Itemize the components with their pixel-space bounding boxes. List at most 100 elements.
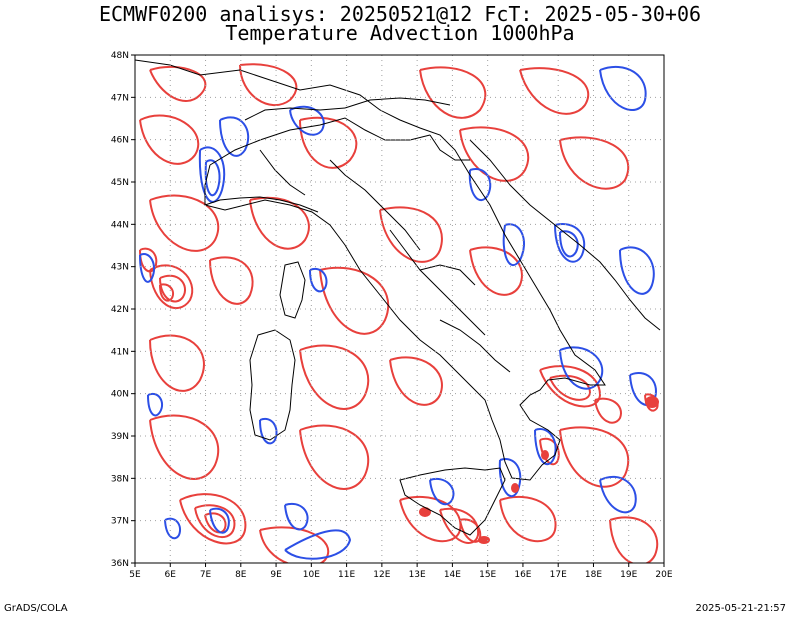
contour-warm: [299, 344, 370, 410]
contour-cold: [259, 417, 278, 445]
border-austria: [344, 97, 451, 109]
render-timestamp: 2025-05-21-21:57: [695, 603, 786, 614]
contour-cold: [309, 267, 328, 293]
contour-cold: [559, 346, 604, 390]
y-tick-label: 37N: [111, 517, 129, 527]
border-switzerland: [244, 107, 346, 121]
x-tick-label: 10E: [303, 570, 320, 580]
coastline-sardinia: [249, 329, 296, 441]
y-tick-label: 48N: [111, 51, 129, 61]
contour-warm: [389, 356, 443, 406]
x-tick-label: 9E: [270, 570, 282, 580]
cold-advection-contours: [139, 65, 657, 560]
contour-warm: [149, 65, 207, 102]
contour-warm: [179, 493, 247, 545]
contour-warm: [149, 194, 220, 252]
contour-warm: [149, 414, 220, 480]
y-tick-label: 39N: [111, 432, 129, 442]
contour-warm: [499, 495, 557, 543]
contour-warm: [194, 504, 236, 539]
contour-cold: [599, 65, 647, 111]
contour-cold: [554, 223, 585, 263]
contour-cold: [289, 105, 325, 136]
x-tick-label: 13E: [409, 570, 426, 580]
y-tick-label: 45N: [111, 178, 129, 188]
contour-warm: [609, 516, 659, 563]
contour-warm: [299, 116, 358, 169]
contour-cold: [209, 507, 230, 534]
y-tick-label: 44N: [111, 220, 129, 230]
x-tick-label: 15E: [479, 570, 496, 580]
contour-cold: [559, 230, 579, 258]
contour-cold: [147, 392, 164, 417]
contour-warm: [539, 365, 602, 408]
contour-cold: [619, 246, 655, 295]
contour-warm: [204, 512, 227, 534]
x-tick-label: 14E: [444, 570, 461, 580]
warm-core: [541, 450, 549, 460]
x-tick-label: 19E: [620, 570, 637, 580]
contour-cold: [219, 116, 250, 157]
contour-cold: [599, 475, 637, 514]
contour-cold: [198, 146, 226, 203]
border-regions-d: [419, 264, 476, 286]
x-tick-label: 16E: [514, 570, 531, 580]
contour-warm: [559, 426, 630, 488]
y-tick-label: 41N: [111, 347, 129, 357]
chart-subtitle: Temperature Advection 1000hPa: [225, 21, 575, 45]
x-tick-label: 6E: [165, 570, 177, 580]
y-tick-label: 36N: [111, 559, 129, 569]
contour-warm: [299, 424, 370, 490]
chart-title: ECMWF0200 analisys: 20250521@12 FcT: 202…: [98, 2, 702, 26]
contour-warm: [439, 507, 480, 544]
x-tick-label: 12E: [373, 570, 390, 580]
contour-warm: [379, 206, 443, 263]
border-regions-e: [439, 319, 511, 373]
border-slovenia: [429, 134, 470, 161]
contour-cold: [502, 223, 525, 267]
x-tick-label: 11E: [338, 570, 355, 580]
contour-warm: [149, 334, 205, 392]
y-tick-label: 43N: [111, 263, 129, 273]
contour-warm: [139, 114, 200, 165]
advection-contours: [139, 63, 659, 563]
contour-cold: [164, 517, 181, 540]
coastline-mainland-west: [135, 59, 606, 481]
coastline-sicily: [399, 467, 506, 536]
coastline-ligurian: [204, 196, 319, 213]
contour-warm: [159, 274, 186, 303]
contour-warm: [559, 136, 630, 190]
graticule: [135, 55, 664, 563]
x-tick-label: 5E: [129, 570, 141, 580]
contour-cold: [139, 253, 156, 283]
contour-warm: [459, 126, 530, 182]
y-axis: 36N 37N 38N 39N 40N 41N 42N 43N 44N 45N 46N 47N 48N: [111, 51, 135, 569]
contour-warm: [519, 67, 590, 115]
x-tick-label: 20E: [655, 570, 672, 580]
warm-core: [511, 483, 519, 493]
contour-cold: [534, 428, 557, 466]
contour-warm: [239, 63, 298, 106]
x-axis: 5E 6E 7E 8E 9E 10E 11E 12E 13E 14E 15E 16E 17E 18E 19E…: [129, 563, 673, 580]
x-tick-label: 8E: [235, 570, 247, 580]
map-frame: [134, 54, 665, 564]
contour-warm: [209, 256, 254, 305]
software-credit: GrADS/COLA: [4, 603, 68, 614]
warm-core: [419, 507, 431, 517]
y-tick-label: 40N: [111, 390, 129, 400]
contour-warm: [249, 196, 310, 250]
border-regions-c: [389, 229, 486, 336]
contour-warm: [594, 397, 622, 424]
y-tick-label: 42N: [111, 305, 129, 315]
x-tick-label: 17E: [550, 570, 567, 580]
coastlines: [135, 59, 661, 536]
contour-warm: [149, 264, 194, 310]
contour-warm: [469, 246, 523, 296]
x-tick-label: 7E: [200, 570, 212, 580]
y-tick-label: 46N: [111, 136, 129, 146]
x-tick-label: 18E: [585, 570, 602, 580]
border-regions-b: [329, 159, 421, 251]
contour-cold: [284, 502, 309, 531]
coastline-adriatic-east: [469, 139, 661, 331]
